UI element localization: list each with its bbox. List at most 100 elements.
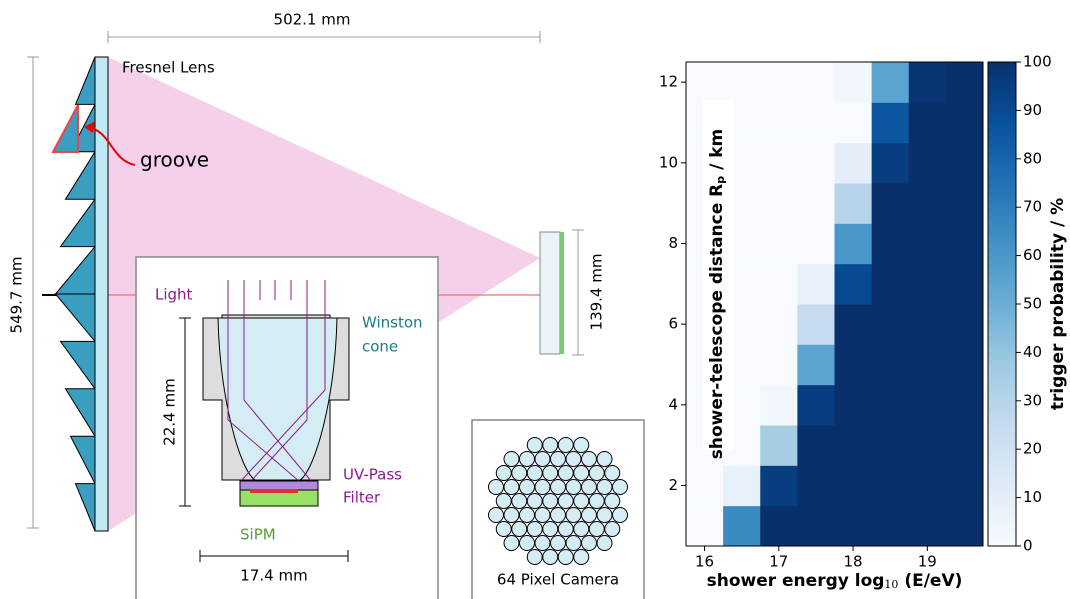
heat-cell <box>835 465 873 506</box>
heat-cell <box>760 344 798 385</box>
lens-body <box>95 57 108 531</box>
heat-cell <box>872 264 910 305</box>
pixel <box>496 466 511 481</box>
pixel <box>558 466 573 481</box>
label-part: p <box>714 176 727 184</box>
groove-label: groove <box>140 148 209 172</box>
pixel <box>589 522 604 537</box>
pixel <box>566 508 581 523</box>
pixel <box>566 480 581 495</box>
dim-label: 22.4 mm <box>161 378 179 445</box>
heat-cell <box>946 223 984 264</box>
pixel <box>558 550 573 565</box>
pixel <box>489 480 504 495</box>
pixel <box>551 480 566 495</box>
prism <box>56 247 96 294</box>
heat-cell <box>835 385 873 426</box>
sipm-die <box>250 489 298 493</box>
pixel <box>613 508 628 523</box>
heat-cell <box>909 102 947 143</box>
heat-cell <box>723 506 761 547</box>
heat-cell <box>946 385 984 426</box>
heat-cell <box>835 102 873 143</box>
heat-cell <box>797 264 835 305</box>
colorbar-tick-label: 100 <box>1023 53 1052 71</box>
colorbar-tick-label: 40 <box>1023 343 1042 361</box>
cone-label: cone <box>362 338 398 356</box>
pixel <box>512 494 527 509</box>
dim-label: 17.4 mm <box>240 567 307 585</box>
prism <box>66 152 96 199</box>
pixel <box>597 452 612 467</box>
cone-label: Winston <box>362 314 423 332</box>
camera-small <box>540 232 564 354</box>
heat-cell <box>797 102 835 143</box>
pixel <box>597 508 612 523</box>
pixel <box>543 494 558 509</box>
pixel <box>597 536 612 551</box>
pixel <box>527 550 542 565</box>
pixel <box>558 438 573 453</box>
pixel <box>527 494 542 509</box>
heat-cell <box>946 465 984 506</box>
colorbar-tick-label: 10 <box>1023 488 1042 506</box>
sipm-label: SiPM <box>240 526 276 544</box>
prism <box>61 341 96 388</box>
heat-cell <box>760 465 798 506</box>
heat-cell <box>946 143 984 184</box>
pixel <box>504 536 519 551</box>
pixel <box>582 536 597 551</box>
heat-cell <box>909 264 947 305</box>
heat-cell <box>686 465 724 506</box>
heat-cell <box>835 183 873 224</box>
heat-cell <box>760 425 798 466</box>
dim-label: 549.7 mm <box>8 257 26 334</box>
filter <box>240 481 318 490</box>
pixel <box>551 452 566 467</box>
y-tick-label: 4 <box>668 395 678 413</box>
heat-cell <box>760 183 798 224</box>
pixel <box>535 536 550 551</box>
heat-cell <box>946 102 984 143</box>
x-tick-label: 16 <box>695 553 714 571</box>
heat-cell <box>760 385 798 426</box>
y-tick-label: 2 <box>668 476 678 494</box>
camera-label: 64 Pixel Camera <box>497 571 619 589</box>
heat-cell <box>835 344 873 385</box>
heat-cell <box>686 62 724 103</box>
prism <box>66 389 96 436</box>
pixel <box>589 466 604 481</box>
pixel <box>504 480 519 495</box>
label-part: shower-telescope distance R <box>707 184 727 460</box>
heat-cell <box>835 425 873 466</box>
pixel <box>520 508 535 523</box>
heat-cell <box>872 62 910 103</box>
heat-cell <box>760 62 798 103</box>
dim-label: 139.4 mm <box>588 254 606 331</box>
x-tick-label: 17 <box>769 553 788 571</box>
heat-cell <box>797 425 835 466</box>
heat-cell <box>946 425 984 466</box>
heat-cell <box>872 223 910 264</box>
heat-cell <box>797 223 835 264</box>
heat-cell <box>797 385 835 426</box>
label-part: shower energy log <box>707 571 885 591</box>
dim-label: 502.1 mm <box>274 11 351 29</box>
pixel <box>574 466 589 481</box>
heat-cell <box>909 344 947 385</box>
pixel <box>582 508 597 523</box>
y-tick-label: 12 <box>659 73 678 91</box>
heat-cell <box>872 102 910 143</box>
heat-cell <box>760 102 798 143</box>
figure: 502.1 mm 549.7 mm 139.4 mm groove Fresne… <box>0 0 1070 599</box>
colorbar-tick-label: 50 <box>1023 295 1042 313</box>
pixel <box>566 452 581 467</box>
prism <box>61 199 96 246</box>
lens-label: Fresnel Lens <box>122 59 215 77</box>
heat-cell <box>946 344 984 385</box>
pixel <box>574 494 589 509</box>
colorbar-tick-label: 80 <box>1023 149 1042 167</box>
heat-cell <box>909 223 947 264</box>
heat-cell <box>797 143 835 184</box>
heat-cell <box>723 465 761 506</box>
